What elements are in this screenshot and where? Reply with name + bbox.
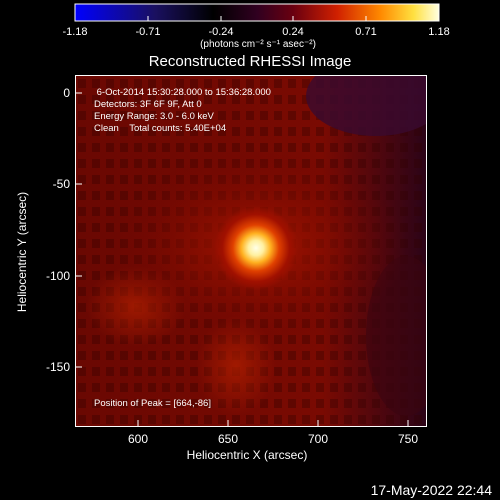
x-tick-label: 700	[307, 432, 329, 446]
annotation-clean-counts: Clean Total counts: 5.40E+04	[94, 123, 227, 134]
colorbar	[74, 3, 440, 22]
y-tick-label: -150	[45, 360, 70, 374]
annotation-peak-position: Position of Peak = [664,-86]	[94, 398, 211, 409]
y-tick-label: 0	[63, 86, 70, 100]
y-tick-label: -100	[45, 269, 70, 283]
annotation-detectors: Detectors: 3F 6F 9F, Att 0	[94, 99, 202, 110]
x-tick-label: 650	[217, 432, 239, 446]
colorbar-tick-label: -1.18	[62, 26, 88, 38]
x-axis-title: Heliocentric X (arcsec)	[186, 448, 308, 462]
x-tick-label: 600	[127, 432, 149, 446]
y-tick-label: -50	[52, 177, 70, 191]
colorbar-tick-label: -0.71	[135, 26, 161, 38]
timestamp: 17-May-2022 22:44	[370, 482, 492, 498]
annotation-energy-range: Energy Range: 3.0 - 6.0 keV	[94, 111, 214, 122]
image-plot	[75, 75, 427, 427]
colorbar-units: (photons cm⁻² s⁻¹ asec⁻²)	[200, 39, 316, 50]
y-axis-title: Heliocentric Y (arcsec)	[15, 191, 29, 313]
colorbar-tick-label: 0.71	[355, 26, 377, 38]
colorbar-tick-label: 0.24	[282, 26, 304, 38]
x-tick-label: 750	[397, 432, 419, 446]
colorbar-tick-label: 1.18	[428, 26, 450, 38]
colorbar-gradient	[74, 3, 440, 22]
plot-title: Reconstructed RHESSI Image	[148, 53, 352, 70]
colorbar-tick-label: -0.24	[208, 26, 234, 38]
solar-image	[76, 76, 426, 426]
annotation-time-range: 6-Oct-2014 15:30:28.000 to 15:36:28.000	[94, 87, 271, 98]
